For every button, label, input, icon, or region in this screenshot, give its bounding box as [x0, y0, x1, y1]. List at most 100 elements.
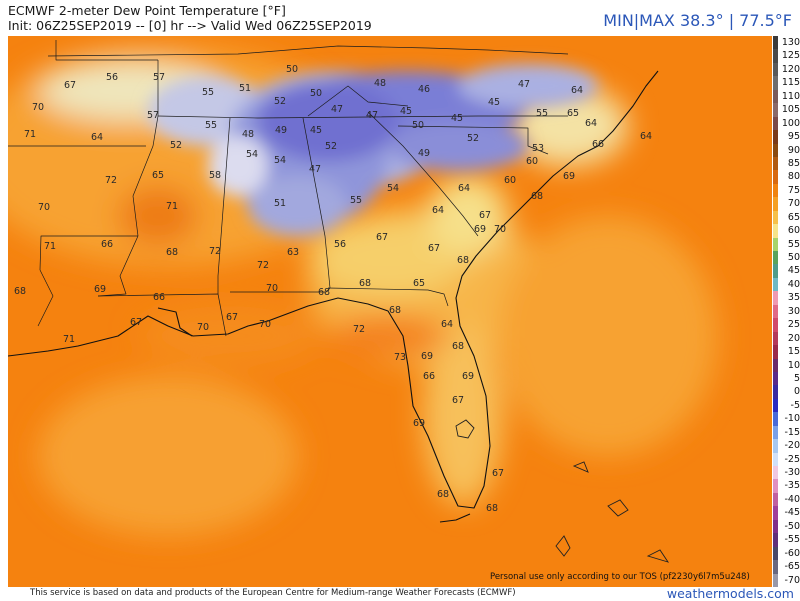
dry-air-field — [148, 64, 598, 236]
legend-label: 100 — [781, 117, 800, 129]
legend-label: -30 — [784, 467, 800, 479]
legend-label: 80 — [787, 171, 800, 183]
legend-row: 85 — [773, 156, 800, 171]
value-label: 73 — [394, 352, 406, 363]
legend-row: 25 — [773, 318, 800, 332]
legend-row: -50 — [773, 519, 800, 534]
legend-row: -10 — [773, 412, 800, 426]
value-label: 64 — [585, 118, 597, 129]
legend-row: 50 — [773, 251, 800, 265]
value-label: 57 — [147, 110, 159, 121]
value-label: 68 — [437, 489, 449, 500]
value-label: 64 — [571, 85, 583, 96]
value-label: 67 — [226, 312, 238, 323]
legend-label: 75 — [787, 184, 800, 196]
value-label: 49 — [275, 125, 287, 136]
value-label: 69 — [421, 351, 433, 362]
legend-row: -30 — [773, 466, 800, 480]
value-label: 70 — [32, 102, 44, 113]
legend-swatch — [773, 385, 778, 399]
legend-row: 30 — [773, 304, 800, 319]
legend-row: 105 — [773, 103, 800, 117]
legend-swatch — [773, 36, 778, 50]
legend-swatch — [773, 519, 778, 534]
value-label: 65 — [152, 170, 164, 181]
value-label: 70 — [259, 319, 271, 330]
legend-label: 90 — [787, 144, 800, 156]
legend-row: 35 — [773, 291, 800, 305]
legend-swatch — [773, 76, 778, 90]
legend-swatch — [773, 264, 778, 278]
legend-swatch — [773, 224, 778, 238]
value-label: 52 — [325, 141, 337, 152]
legend-row: -65 — [773, 560, 800, 574]
value-label: 47 — [331, 104, 343, 115]
value-label: 56 — [106, 72, 118, 83]
value-label: 72 — [353, 324, 365, 335]
legend-row: -40 — [773, 492, 800, 507]
value-label: 51 — [239, 83, 251, 94]
legend-row: 65 — [773, 210, 800, 225]
legend-swatch — [773, 573, 778, 587]
legend-label: 95 — [787, 131, 800, 143]
value-label: 69 — [413, 418, 425, 429]
value-label: 45 — [451, 113, 463, 124]
legend-swatch — [773, 237, 778, 252]
legend-row: -5 — [773, 398, 800, 413]
legend-swatch — [773, 183, 778, 198]
value-label: 47 — [309, 164, 321, 175]
legend-swatch — [773, 156, 778, 171]
legend-row: -60 — [773, 546, 800, 561]
legend-label: 105 — [781, 104, 800, 116]
legend-row: -15 — [773, 425, 800, 440]
value-label: 50 — [286, 64, 298, 75]
value-label: 58 — [209, 170, 221, 181]
legend-swatch — [773, 62, 778, 77]
value-label: 72 — [209, 246, 221, 257]
legend-swatch — [773, 371, 778, 386]
value-label: 49 — [418, 148, 430, 159]
legend-swatch — [773, 197, 778, 211]
legend-swatch — [773, 412, 778, 426]
value-label: 71 — [44, 241, 56, 252]
legend-row: -45 — [773, 506, 800, 520]
legend-row: 90 — [773, 143, 800, 157]
value-label: 72 — [105, 175, 117, 186]
legend-label: 15 — [787, 346, 800, 358]
legend-swatch — [773, 89, 778, 104]
legend-label: -65 — [784, 561, 800, 573]
value-label: 65 — [567, 108, 579, 119]
value-labels: 56 57 50 48 46 47 64 67 55 51 50 52 47 47 45 45 55 65 70 57… — [14, 64, 652, 514]
legend-swatch — [773, 170, 778, 184]
legend-swatch — [773, 251, 778, 265]
legend-swatch — [773, 506, 778, 520]
value-label: 68 — [166, 247, 178, 258]
value-label: 65 — [413, 278, 425, 289]
legend-row: 5 — [773, 371, 800, 386]
value-label: 64 — [640, 131, 652, 142]
value-label: 66 — [101, 239, 113, 250]
value-label: 67 — [64, 80, 76, 91]
value-label: 68 — [389, 305, 401, 316]
value-label: 66 — [153, 292, 165, 303]
value-label: 51 — [274, 198, 286, 209]
legend-row: 15 — [773, 345, 800, 359]
legend-swatch — [773, 358, 778, 372]
legend-label: -40 — [784, 493, 800, 505]
value-label: 70 — [266, 283, 278, 294]
legend-label: 20 — [787, 332, 800, 344]
legend-swatch — [773, 398, 778, 413]
legend-label: -70 — [784, 574, 800, 586]
legend-row: 60 — [773, 224, 800, 238]
ecmwf-disclaimer: This service is based on data and produc… — [30, 588, 516, 598]
legend-label: 130 — [781, 37, 800, 48]
brand-link[interactable]: weathermodels.com — [666, 586, 794, 601]
legend-row: -70 — [773, 573, 800, 587]
legend-row: 125 — [773, 49, 800, 63]
legend-label: -5 — [790, 399, 800, 411]
legend-swatch — [773, 318, 778, 332]
dew-point-map[interactable]: 56 57 50 48 46 47 64 67 55 51 50 52 47 47 45 45 55 65 70 57… — [8, 36, 772, 587]
value-label: 68 — [486, 503, 498, 514]
value-label: 70 — [197, 322, 209, 333]
legend-row: 115 — [773, 76, 800, 90]
